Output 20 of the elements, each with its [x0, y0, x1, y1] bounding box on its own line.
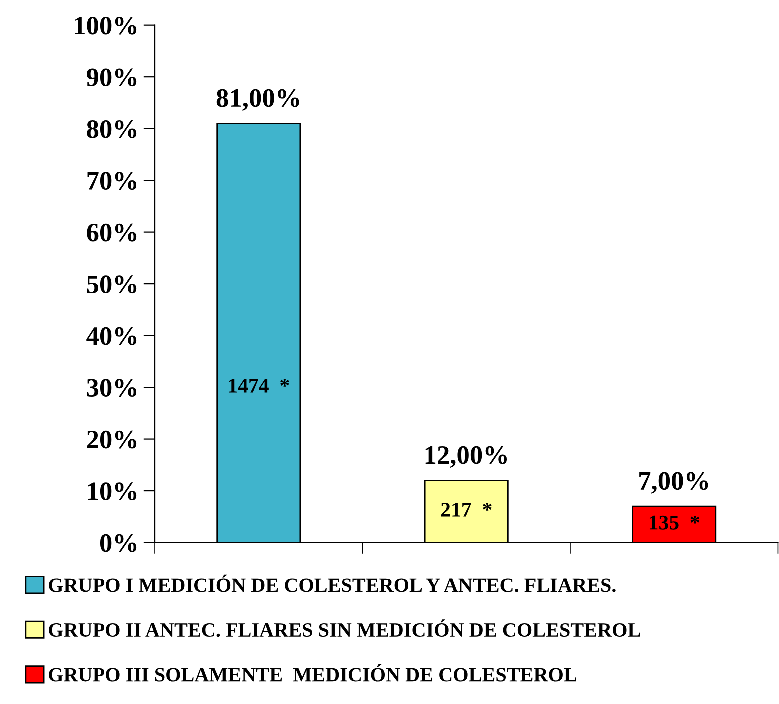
y-tick-label: 80%	[87, 120, 137, 138]
legend-label: GRUPO III SOLAMENTE MEDICIÓN DE COLESTEROL	[49, 664, 577, 682]
legend-label: GRUPO II ANTEC. FLIARES SIN MEDICIÓN DE COLESTEROL	[49, 620, 640, 638]
y-tick-label: 100%	[75, 16, 137, 35]
y-tick-label: 20%	[87, 430, 137, 449]
data-label: 12,00%	[426, 446, 508, 468]
y-tick-label: 30%	[87, 379, 137, 398]
y-tick-label: 40%	[86, 327, 137, 346]
y-tick-label: 90%	[86, 68, 137, 87]
y-tick-label: 0%	[100, 534, 137, 552]
annotation: 1474 *	[229, 378, 290, 393]
y-tick-label: 60%	[87, 224, 137, 242]
data-label: 81,00%	[216, 89, 300, 112]
annotation: 135 *	[650, 516, 700, 530]
y-tick-label: 50%	[87, 276, 137, 294]
annotation: 217 *	[441, 502, 492, 517]
data-label: 7,00%	[640, 472, 708, 494]
y-tick-label: 10%	[88, 482, 137, 501]
y-tick-label: 70%	[88, 172, 137, 190]
legend-label: GRUPO I MEDICIÓN DE COLESTEROL Y ANTEC. FLIARES.	[49, 574, 616, 592]
